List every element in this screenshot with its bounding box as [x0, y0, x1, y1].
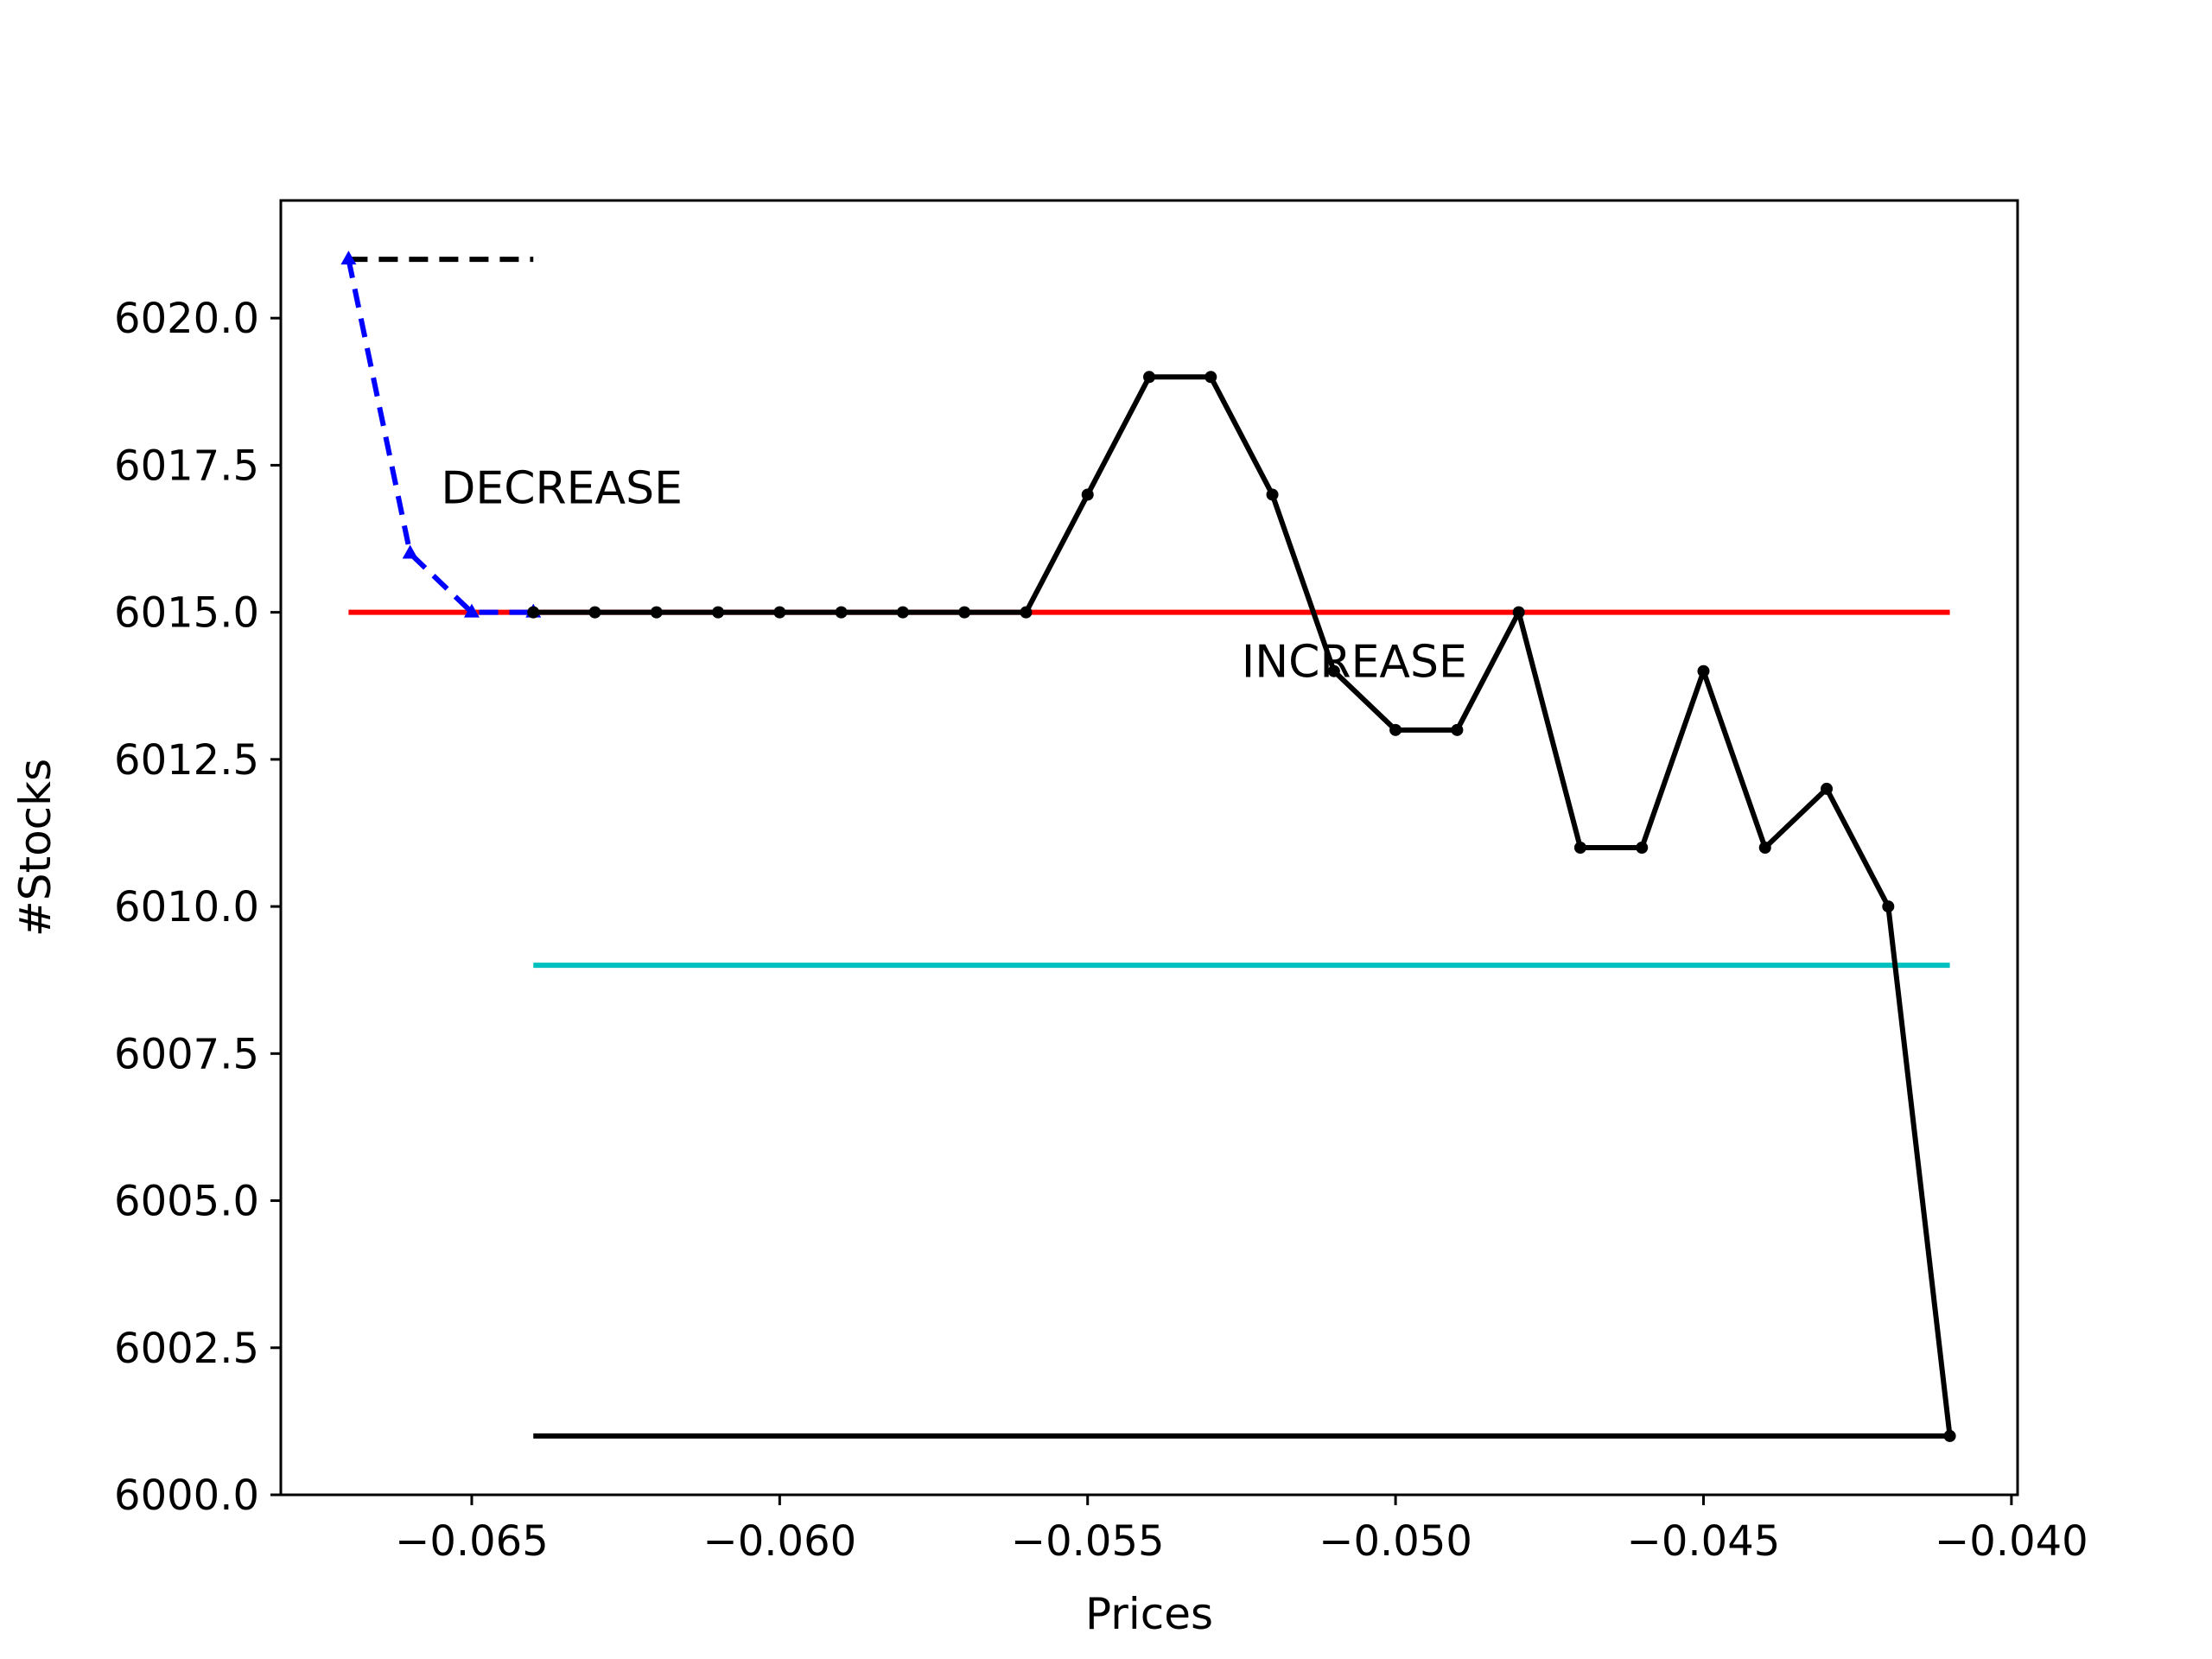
data-point: [1327, 664, 1340, 677]
y-tick-label: 6002.5: [114, 1325, 259, 1373]
data-point: [1020, 606, 1033, 619]
data-point: [1266, 488, 1279, 501]
x-axis-label: Prices: [1085, 1589, 1213, 1639]
data-point: [1143, 371, 1155, 384]
data-point: [340, 251, 357, 265]
x-tick-label: −0.040: [1935, 1517, 2088, 1566]
data-point: [1821, 782, 1834, 795]
annotation-decrease: DECREASE: [441, 463, 683, 515]
data-point: [958, 606, 971, 619]
annotations: DECREASE INCREASE: [441, 463, 1467, 689]
data-point: [1758, 842, 1771, 854]
y-tick-label: 6017.5: [114, 442, 259, 490]
y-tick-label: 6015.0: [114, 589, 259, 638]
y-tick-label: 6010.0: [114, 883, 259, 931]
data-point: [773, 606, 786, 619]
data-series: [340, 251, 1956, 1442]
data-point: [1882, 900, 1895, 913]
data-point: [527, 606, 540, 619]
data-point: [650, 606, 663, 619]
series-line-1: [533, 374, 1953, 1437]
y-axis-label: #Stocks: [10, 759, 60, 937]
y-tick-label: 6000.0: [114, 1471, 259, 1520]
data-point: [835, 606, 848, 619]
y-axis: 6000.0 6002.5 6005.0 6007.5 6010.0 6012.5 6015…: [114, 295, 281, 1520]
data-point: [1205, 371, 1217, 384]
x-tick-label: −0.045: [1627, 1517, 1781, 1566]
y-tick-label: 6020.0: [114, 295, 259, 343]
data-point: [1512, 606, 1525, 619]
data-point: [896, 606, 909, 619]
data-point: [1081, 488, 1094, 501]
data-point: [712, 606, 725, 619]
series-line-0: [346, 258, 534, 615]
x-tick-label: −0.055: [1011, 1517, 1165, 1566]
data-point: [402, 544, 418, 559]
y-tick-label: 6012.5: [114, 736, 259, 785]
data-point: [1636, 842, 1649, 854]
annotation-increase: INCREASE: [1242, 637, 1467, 689]
data-point: [1451, 723, 1464, 736]
y-tick-label: 6007.5: [114, 1030, 259, 1078]
data-point: [1697, 664, 1710, 677]
x-tick-label: −0.060: [703, 1517, 857, 1566]
data-point: [1573, 842, 1586, 854]
reference-lines: [348, 257, 1950, 1439]
data-point: [463, 603, 480, 618]
data-point: [1389, 723, 1402, 736]
data-point: [588, 606, 601, 619]
y-tick-label: 6005.0: [114, 1178, 259, 1226]
data-point: [1943, 1429, 1956, 1442]
x-axis: −0.065 −0.060 −0.055 −0.050 −0.045 −0.040: [395, 1495, 2088, 1566]
x-tick-label: −0.050: [1319, 1517, 1472, 1566]
plot-frame: [279, 199, 2019, 1497]
x-tick-label: −0.065: [395, 1517, 549, 1566]
